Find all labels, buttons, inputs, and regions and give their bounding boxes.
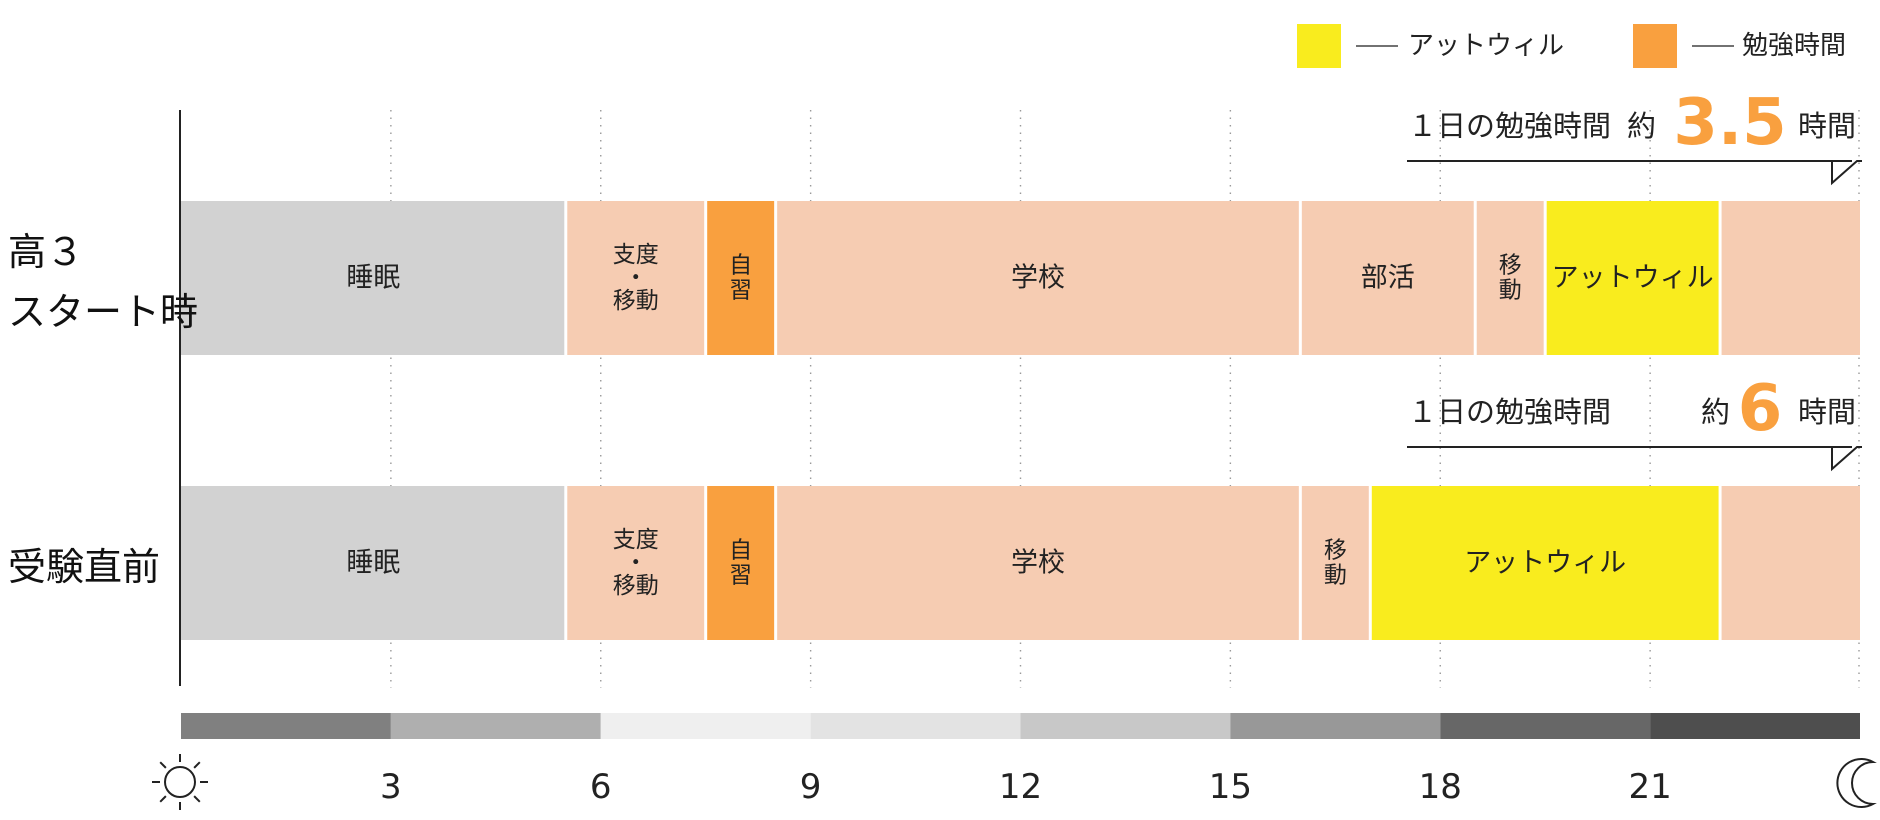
- row-2-segment-label: アットウィル: [1464, 548, 1626, 579]
- legend: アットウィル 勉強時間: [1297, 24, 1846, 68]
- legend-label: 勉強時間: [1742, 31, 1846, 61]
- row-1-segment-attwill: [1546, 201, 1719, 355]
- summary-callout-line: [1407, 160, 1862, 186]
- daylight-band-segment: [1650, 713, 1860, 739]
- row-1-segment-label: 学校: [1011, 263, 1065, 294]
- row-1-segment-label: 動: [1499, 278, 1522, 304]
- x-tick-label: 9: [800, 767, 822, 807]
- study-hours-value: 3.5: [1673, 86, 1786, 160]
- daylight-band-segment: [1440, 713, 1651, 739]
- row-1-segment-study: [707, 201, 775, 355]
- row-1-segment-sleep: [181, 201, 565, 355]
- row-1-segment-activity: [567, 201, 705, 355]
- row-1-segment-label: 支度: [613, 242, 659, 268]
- daylight-band-segment: [181, 713, 391, 739]
- row-1-label: スタート時: [8, 290, 198, 334]
- legend-label: アットウィル: [1408, 31, 1564, 61]
- daylight-band-segment: [1230, 713, 1441, 739]
- row-2-segment-activity: [777, 486, 1299, 640]
- row-2-segment-label: 移動: [613, 573, 659, 599]
- gridlines: [179, 110, 1860, 688]
- row-2-segment-label: 睡眠: [346, 548, 400, 579]
- row-1-segment-label: ・: [624, 265, 647, 291]
- x-tick-label: 15: [1209, 767, 1252, 807]
- daylight-band-segment: [600, 713, 811, 739]
- row-1-segment-label: 移動: [613, 288, 659, 314]
- row-2-segment-label: 移: [1324, 538, 1347, 564]
- row-1-segment-activity: [777, 201, 1299, 355]
- row-2-segment-study: [707, 486, 775, 640]
- study-time-summary-label: １日の勉強時間: [1408, 395, 1611, 429]
- approx-label: 約: [1701, 395, 1730, 429]
- moon-icon: [1836, 758, 1874, 808]
- time-axis: 3 6 9 12 15 18 21: [152, 713, 1874, 810]
- x-tick-label: 6: [590, 767, 612, 807]
- row-2-segment-attwill: [1371, 486, 1719, 640]
- row-2-segment-label: 習: [729, 563, 752, 589]
- x-tick-label: 21: [1628, 767, 1671, 807]
- legend-swatch: [1633, 24, 1677, 68]
- study-time-summary-label: １日の勉強時間: [1408, 109, 1611, 143]
- row-1-segment-activity: [1301, 201, 1474, 355]
- x-tick-label: 12: [999, 767, 1042, 807]
- sun-icon: [152, 754, 208, 810]
- row-1-segment-label: アットウィル: [1552, 263, 1714, 294]
- row-2-segment-label: 自: [729, 538, 752, 564]
- row-1-segment-label: 部活: [1361, 263, 1415, 294]
- row-2-segment-label: 学校: [1011, 548, 1065, 579]
- study-time-summaries: １日の勉強時間約 3.5 時間１日の勉強時間約 6 時間: [1407, 86, 1862, 472]
- row-2-label: 受験直前: [8, 545, 160, 589]
- row-2-segment-activity: [1301, 486, 1369, 640]
- row-1-segment-label: 習: [729, 278, 752, 304]
- row-2-segment-label: 動: [1324, 563, 1347, 589]
- hours-unit-label: 時間: [1798, 109, 1856, 143]
- legend-swatch: [1297, 24, 1341, 68]
- row-2-segment-label: 支度: [613, 527, 659, 553]
- x-tick-label: 18: [1419, 767, 1462, 807]
- study-hours-value: 6: [1738, 372, 1783, 446]
- row-1-segment-label: 睡眠: [346, 263, 400, 294]
- row-1-segment-activity: [1721, 201, 1860, 355]
- row-2-segment-activity: [567, 486, 705, 640]
- x-tick-label: 3: [380, 767, 402, 807]
- approx-label: 約: [1627, 109, 1656, 143]
- row-1-segment-label: 移: [1499, 253, 1522, 279]
- daylight-band-segment: [1020, 713, 1231, 739]
- row-2-segment-sleep: [181, 486, 565, 640]
- row-1-segment-activity: [1476, 201, 1544, 355]
- summary-callout-line: [1407, 446, 1862, 472]
- daylight-band-segment: [810, 713, 1021, 739]
- row-2-segment-activity: [1721, 486, 1860, 640]
- row-2-segment-label: ・: [624, 550, 647, 576]
- row-1-segment-label: 自: [729, 253, 752, 279]
- hours-unit-label: 時間: [1798, 395, 1856, 429]
- daylight-band-segment: [390, 713, 601, 739]
- row-1-label: 高３: [8, 230, 84, 274]
